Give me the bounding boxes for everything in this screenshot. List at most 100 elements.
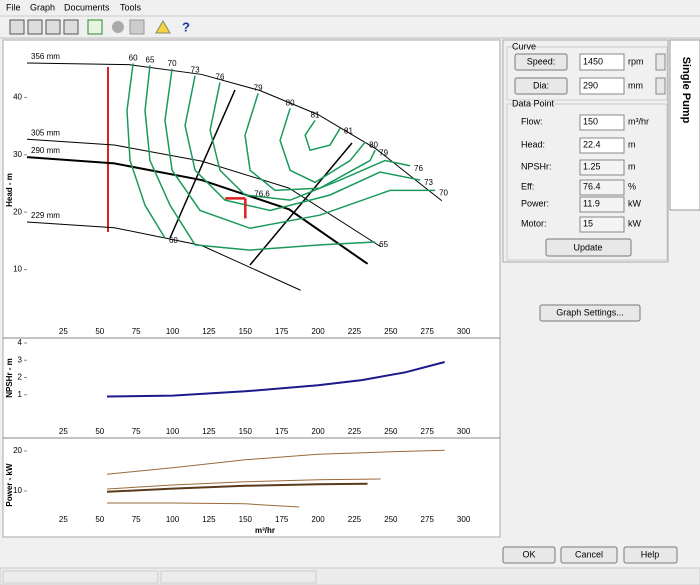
efficiency-contour — [304, 119, 341, 152]
help-icon[interactable]: ? — [182, 19, 190, 34]
y-axis-label: NPSHr - m — [5, 358, 14, 398]
preview-icon[interactable] — [45, 19, 61, 35]
efficiency-contour — [144, 65, 376, 251]
x-tick-label: 200 — [311, 427, 325, 436]
x-tick-label: 50 — [95, 515, 104, 524]
unit: kW — [628, 198, 642, 208]
curve-label: 356 mm — [31, 52, 60, 61]
x-tick-label: 100 — [166, 515, 180, 524]
field-box[interactable] — [579, 137, 625, 154]
button-label[interactable]: Cancel — [575, 549, 603, 559]
field-box — [579, 216, 625, 233]
y-tick-label: 3 — [18, 355, 23, 364]
tab[interactable] — [669, 39, 700, 211]
button[interactable] — [560, 546, 618, 564]
print-icon[interactable] — [27, 19, 43, 35]
field-value: 15 — [583, 218, 593, 228]
button-label[interactable]: OK — [522, 549, 535, 559]
efficiency-contour — [209, 82, 411, 201]
y-tick-label: 10 — [13, 486, 22, 495]
y-tick-label: 40 — [13, 93, 22, 102]
button-label[interactable]: Help — [641, 549, 660, 559]
spinner[interactable] — [655, 53, 666, 71]
menu-item[interactable]: Graph — [30, 2, 55, 12]
field-label: Power: — [521, 198, 549, 208]
input-value: 290 — [583, 80, 598, 90]
x-tick-label: 25 — [59, 427, 68, 436]
button-label[interactable]: Dia: — [533, 80, 549, 90]
y-tick-label: 20 — [13, 446, 22, 455]
unit: m — [628, 161, 636, 171]
x-tick-label: 150 — [239, 427, 253, 436]
curve — [106, 449, 445, 475]
x-axis-label: m³/hr — [255, 526, 275, 535]
input[interactable] — [579, 53, 625, 71]
field-label: Eff: — [521, 181, 534, 191]
y-axis-label: Head - m — [5, 173, 14, 207]
button-label[interactable]: Graph Settings... — [556, 307, 624, 317]
x-tick-label: 225 — [348, 427, 362, 436]
x-tick-label: 25 — [59, 327, 68, 336]
unit: % — [628, 181, 636, 191]
x-tick-label: 250 — [384, 327, 398, 336]
efficiency-contour — [126, 63, 166, 239]
contour-label: 76 — [216, 73, 225, 82]
x-tick-label: 200 — [311, 515, 325, 524]
button[interactable] — [514, 53, 568, 71]
x-tick-label: 200 — [311, 327, 325, 336]
home-icon[interactable] — [155, 20, 171, 34]
curve — [26, 62, 443, 202]
contour-label: 73 — [424, 178, 433, 187]
x-tick-label: 150 — [239, 327, 253, 336]
operating-label: 76.6 — [254, 190, 270, 199]
x-tick-label: 150 — [239, 515, 253, 524]
unit: kW — [628, 218, 642, 228]
graph-icon[interactable] — [87, 19, 103, 35]
group-title: Data Point — [512, 98, 555, 108]
menu-item[interactable]: Documents — [64, 2, 110, 12]
x-tick-label: 125 — [202, 515, 216, 524]
button-label[interactable]: Update — [573, 242, 602, 252]
field-value: 1.25 — [583, 161, 601, 171]
x-tick-label: 300 — [457, 427, 471, 436]
contour-label: 79 — [379, 148, 388, 157]
x-tick-label: 125 — [202, 327, 216, 336]
contour-label: 79 — [254, 83, 263, 92]
contour-label: 80 — [369, 140, 378, 149]
x-tick-label: 300 — [457, 327, 471, 336]
spinner[interactable] — [655, 77, 666, 95]
curve-label: 305 mm — [31, 128, 60, 137]
curve-label: 229 mm — [31, 211, 60, 220]
input[interactable] — [579, 77, 625, 95]
tab-label[interactable]: Single Pump — [680, 57, 692, 124]
button[interactable] — [502, 546, 556, 564]
x-tick-label: 75 — [132, 427, 141, 436]
menu-item[interactable]: File — [6, 2, 21, 12]
button[interactable] — [545, 238, 632, 257]
group-title: Curve — [512, 41, 536, 51]
curve — [107, 478, 381, 490]
print-icon[interactable] — [9, 19, 25, 35]
y-tick-label: 20 — [13, 207, 22, 216]
field-box[interactable] — [579, 114, 625, 131]
graph-area — [2, 39, 501, 538]
contour-label: 76 — [414, 164, 423, 173]
curve — [26, 221, 301, 291]
x-tick-label: 75 — [132, 327, 141, 336]
contour-label: 81 — [344, 127, 353, 136]
x-tick-label: 175 — [275, 515, 289, 524]
field-value: 76.4 — [583, 181, 601, 191]
button-label[interactable]: Speed: — [527, 56, 556, 66]
y-tick-label: 2 — [18, 373, 23, 382]
contour-label: 60 — [129, 54, 138, 63]
button[interactable] — [623, 546, 678, 564]
unit: mm — [628, 80, 643, 90]
button[interactable] — [539, 304, 641, 322]
x-tick-label: 275 — [421, 427, 435, 436]
button[interactable] — [514, 77, 568, 95]
x-tick-label: 225 — [348, 515, 362, 524]
save-icon[interactable] — [63, 19, 79, 35]
menu-item[interactable]: Tools — [120, 2, 142, 12]
x-tick-label: 50 — [95, 327, 104, 336]
